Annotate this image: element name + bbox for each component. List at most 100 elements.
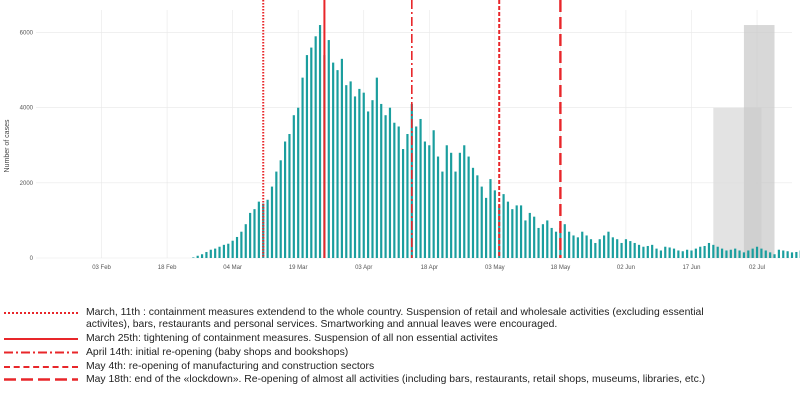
y-axis: 0 2000 4000 6000	[20, 31, 34, 262]
bar	[655, 248, 658, 258]
bar	[651, 244, 654, 258]
bar	[764, 250, 767, 258]
y-axis-title: Number of cases	[4, 119, 11, 172]
bar	[244, 224, 247, 258]
bar	[611, 237, 614, 258]
bar	[734, 248, 737, 258]
bar	[716, 246, 719, 258]
bar	[349, 81, 352, 258]
bar	[585, 235, 588, 258]
bar	[485, 197, 488, 258]
bar	[712, 244, 715, 258]
bar	[672, 248, 676, 258]
bar	[419, 118, 422, 258]
bar	[362, 92, 365, 259]
bar	[209, 249, 212, 258]
bar	[642, 246, 645, 258]
x-axis: 03 Feb 18 Feb 04 Mar 19 Mar 03 Apr 18 Apr 03 M…	[92, 265, 765, 271]
x-tick-label: 03 Feb	[92, 265, 111, 271]
bar	[572, 235, 575, 258]
bar	[773, 254, 776, 258]
bar	[467, 156, 470, 258]
bar	[196, 255, 199, 258]
bar	[664, 246, 667, 258]
bar	[480, 186, 483, 258]
bar	[310, 47, 313, 258]
bar	[371, 100, 374, 258]
bar	[563, 224, 566, 258]
bar	[550, 227, 553, 258]
bar	[646, 245, 649, 258]
bar	[524, 220, 527, 258]
bar	[533, 216, 536, 258]
bar	[327, 40, 330, 258]
bar	[489, 179, 492, 258]
bar	[393, 122, 396, 259]
bar	[755, 246, 759, 258]
grid-layer	[36, 10, 792, 259]
bar	[681, 251, 684, 258]
bar	[262, 203, 265, 258]
legend-text: April 14th: initial re-opening (baby sho…	[86, 346, 349, 358]
bar	[340, 58, 343, 259]
legend-item-march-11: March, 11th : containment measures exten…	[4, 307, 800, 331]
bar	[375, 77, 378, 259]
bar	[401, 149, 405, 258]
bar	[790, 252, 794, 258]
bar	[725, 250, 728, 258]
bar	[231, 240, 234, 258]
bar	[292, 115, 295, 258]
x-tick-label: 03 May	[485, 265, 505, 271]
bar	[541, 224, 545, 258]
y-tick-label: 0	[30, 256, 34, 262]
bar	[458, 152, 461, 258]
bar	[415, 126, 418, 258]
legend-swatch-solid	[4, 338, 78, 340]
bar	[240, 231, 243, 258]
bar	[607, 231, 610, 258]
bar	[620, 242, 623, 258]
bar	[616, 239, 619, 258]
bar	[279, 160, 282, 258]
x-tick-label: 17 Jun	[682, 265, 700, 271]
bar	[546, 220, 549, 258]
bar	[441, 171, 444, 258]
bar	[275, 171, 278, 258]
legend-text-line-2: activites), bars, restaurants and person…	[86, 319, 558, 331]
bar	[528, 212, 531, 258]
event-legend: March, 11th : containment measures exten…	[4, 307, 800, 388]
legend-swatch-dashdot	[4, 351, 78, 354]
bar	[436, 156, 440, 258]
bar	[367, 111, 370, 258]
bar	[428, 145, 431, 258]
bar	[760, 248, 763, 258]
y-tick-label: 6000	[20, 31, 34, 37]
bar	[450, 152, 453, 258]
bar	[253, 209, 256, 258]
x-tick-label: 18 Apr	[421, 265, 438, 271]
bar	[637, 244, 641, 258]
x-tick-label: 03 Apr	[355, 265, 372, 271]
legend-item-may-4: May 4th: re-opening of manufacturing and…	[4, 361, 800, 373]
bar	[218, 246, 221, 258]
bar	[423, 141, 427, 258]
bar	[471, 167, 475, 258]
bar	[192, 257, 195, 258]
bar	[594, 242, 597, 258]
bar	[266, 199, 269, 258]
bar	[777, 249, 780, 258]
bar	[332, 62, 335, 258]
bar	[633, 242, 636, 258]
bar	[297, 107, 300, 259]
bar	[690, 250, 693, 258]
bar	[659, 250, 662, 258]
bar	[301, 77, 304, 259]
bar	[703, 245, 706, 258]
bar	[358, 88, 361, 258]
bar	[624, 239, 628, 258]
bar	[720, 248, 724, 258]
bar	[581, 231, 584, 258]
bar	[305, 55, 309, 258]
bar	[410, 103, 413, 258]
